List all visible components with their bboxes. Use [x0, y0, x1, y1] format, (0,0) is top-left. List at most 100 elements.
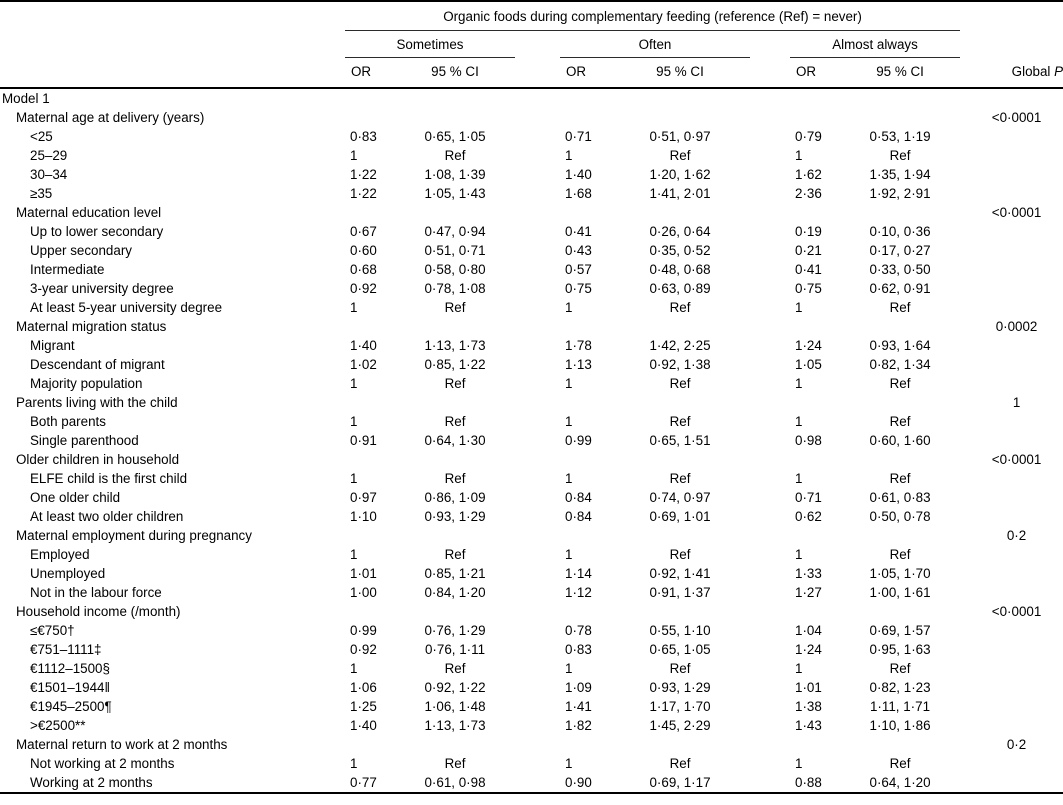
or-value: 1·41	[565, 699, 592, 714]
global-p-symbol: P	[1054, 64, 1063, 79]
global-p-value	[960, 773, 1063, 793]
or-value: 1·38	[795, 699, 822, 714]
table-row: One older child 0·97 0·86, 1·09 0·84 0·74, 0…	[0, 488, 1063, 507]
or-value	[790, 88, 840, 108]
ci-value	[840, 203, 960, 222]
global-p-value	[960, 184, 1063, 203]
or-value: 1	[350, 376, 358, 391]
global-p-value	[960, 127, 1063, 146]
row-label: At least two older children	[30, 509, 184, 524]
row-label: Household income (/month)	[16, 604, 181, 619]
ci-value: Ref	[444, 300, 466, 315]
column-gap	[750, 393, 790, 412]
ci-column-header: 95 % CI	[840, 57, 961, 89]
row-label: One older child	[30, 490, 121, 505]
table-row: Intermediate 0·68 0·58, 0·80 0·57 0·48, 0·68…	[0, 260, 1063, 279]
column-gap	[750, 165, 790, 184]
column-gap	[515, 412, 560, 431]
table-row: Migrant 1·40 1·13, 1·73 1·78 1·42, 2·25 1·24 0…	[0, 336, 1063, 355]
global-p-value	[960, 374, 1063, 393]
ci-value: 0·65, 1·05	[424, 129, 486, 144]
global-p-value	[960, 355, 1063, 374]
table-row: Working at 2 months 0·77 0·61, 0·98 0·90 0·6…	[0, 773, 1063, 793]
or-value	[790, 526, 840, 545]
row-label: Model 1	[2, 91, 50, 106]
ci-value	[610, 108, 750, 127]
or-value: 0·67	[350, 224, 377, 239]
or-value: 0·41	[565, 224, 592, 239]
row-label: €751–1111‡	[30, 642, 102, 657]
ci-column-header: 95 % CI	[610, 57, 750, 89]
or-value: 1	[795, 414, 803, 429]
row-label: 30–34	[30, 167, 68, 182]
column-gap	[750, 754, 790, 773]
or-value	[560, 203, 610, 222]
or-value: 1·10	[350, 509, 377, 524]
column-gap	[750, 678, 790, 697]
ci-value	[610, 203, 750, 222]
global-p-value	[960, 431, 1063, 450]
global-p-value: 1	[1012, 395, 1021, 410]
or-value: 1	[565, 756, 573, 771]
ci-value	[610, 602, 750, 621]
ci-value: 1·20, 1·62	[649, 167, 711, 182]
column-gap	[750, 431, 790, 450]
global-p-value	[960, 716, 1063, 735]
or-value: 1·09	[565, 680, 592, 695]
or-value: 1·04	[795, 623, 822, 638]
ci-value: 0·69, 1·57	[869, 623, 931, 638]
or-column-header: OR	[345, 57, 395, 89]
row-label: 25–29	[30, 148, 68, 163]
ci-value	[395, 108, 515, 127]
ci-value: 0·95, 1·63	[869, 642, 931, 657]
ci-value	[610, 735, 750, 754]
column-gap	[750, 564, 790, 583]
table-row: Maternal employment during pregnancy 0·2	[0, 526, 1063, 545]
ci-value: 0·82, 1·23	[869, 680, 931, 695]
table-body: Model 1 Maternal age at delivery (years) <…	[0, 88, 1063, 793]
row-label: Majority population	[30, 376, 143, 391]
global-p-value	[960, 146, 1063, 165]
column-gap	[515, 260, 560, 279]
or-value: 1	[565, 300, 573, 315]
or-value	[345, 88, 395, 108]
table-spanner-title: Organic foods during complementary feedi…	[345, 1, 961, 31]
or-value	[790, 602, 840, 621]
global-p-value: 0·0002	[995, 319, 1038, 334]
or-value: 1	[795, 376, 803, 391]
row-label: Older children in household	[16, 452, 180, 467]
ci-value: 0·65, 1·51	[649, 433, 711, 448]
ci-value	[840, 108, 960, 127]
table-row: At least 5-year university degree 1 Ref 1 Re…	[0, 298, 1063, 317]
global-p-value	[960, 279, 1063, 298]
or-value: 0·62	[795, 509, 822, 524]
or-value: 1·05	[795, 357, 822, 372]
global-p-value	[960, 469, 1063, 488]
or-value: 0·79	[795, 129, 822, 144]
column-gap	[750, 640, 790, 659]
ci-value: 0·85, 1·21	[424, 566, 486, 581]
or-value	[345, 317, 395, 336]
column-gap	[750, 526, 790, 545]
or-value: 0·71	[795, 490, 822, 505]
column-gap	[515, 773, 560, 793]
ci-value: Ref	[669, 376, 691, 391]
or-value: 1	[795, 148, 803, 163]
ci-value: 0·69, 1·17	[649, 775, 711, 790]
or-value: 1·40	[565, 167, 592, 182]
ci-value: 0·64, 1·20	[869, 775, 931, 790]
ci-value: Ref	[444, 756, 466, 771]
column-gap	[515, 298, 560, 317]
ci-value: 0·65, 1·05	[649, 642, 711, 657]
table-row: Up to lower secondary 0·67 0·47, 0·94 0·41 0…	[0, 222, 1063, 241]
table-row: Both parents 1 Ref 1 Ref 1 Ref	[0, 412, 1063, 431]
ci-value	[395, 88, 515, 108]
global-p-value	[960, 336, 1063, 355]
column-gap	[515, 697, 560, 716]
global-p-value: <0·0001	[991, 604, 1042, 619]
column-header-row: OR 95 % CI OR 95 % CI OR 95 % CI Global …	[0, 57, 1063, 89]
table-row: Majority population 1 Ref 1 Ref 1 Ref	[0, 374, 1063, 393]
ci-value: Ref	[444, 547, 466, 562]
ci-value: 1·13, 1·73	[424, 718, 486, 733]
ci-value: Ref	[669, 547, 691, 562]
